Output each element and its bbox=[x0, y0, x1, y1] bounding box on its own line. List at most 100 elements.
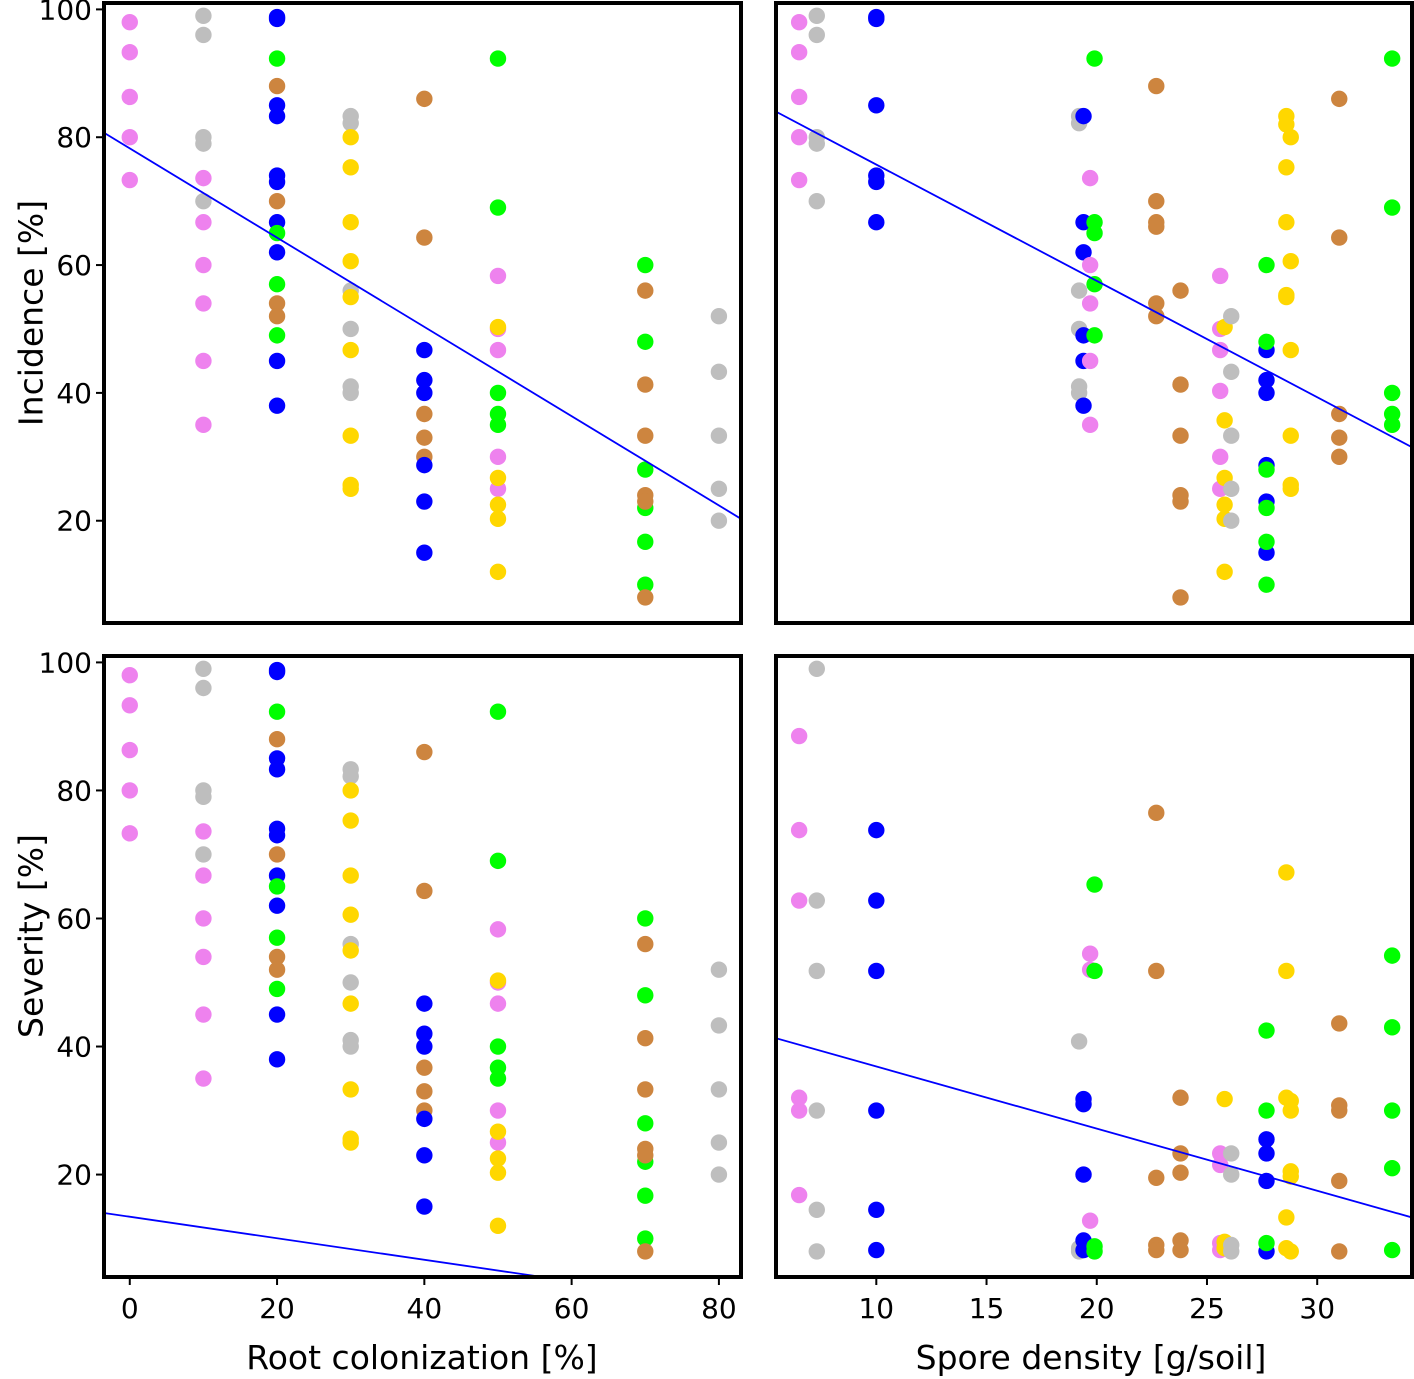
data-point bbox=[489, 1164, 507, 1181]
plot-frame bbox=[774, 1, 1414, 625]
data-point bbox=[1331, 429, 1348, 446]
data-point bbox=[489, 199, 507, 216]
data-point bbox=[1216, 412, 1233, 429]
data-point bbox=[1081, 1212, 1099, 1229]
x-axis-title: Spore density [g/soil] bbox=[916, 1338, 1267, 1377]
data-point bbox=[1258, 461, 1275, 478]
data-point bbox=[1148, 192, 1165, 210]
data-point bbox=[1282, 341, 1299, 359]
data-point bbox=[416, 1147, 433, 1164]
data-point bbox=[1081, 295, 1099, 312]
data-point bbox=[710, 427, 728, 444]
data-point bbox=[121, 697, 138, 714]
data-point bbox=[268, 50, 286, 67]
data-point bbox=[1383, 1102, 1401, 1119]
data-point bbox=[342, 253, 359, 270]
data-point bbox=[790, 171, 808, 189]
data-point bbox=[1331, 1102, 1348, 1119]
data-point bbox=[1081, 945, 1099, 962]
data-point bbox=[790, 1102, 808, 1119]
data-point bbox=[416, 1025, 433, 1042]
regression-line bbox=[776, 110, 1412, 449]
data-point bbox=[808, 1243, 825, 1260]
data-point bbox=[1258, 371, 1275, 389]
data-point bbox=[416, 90, 433, 108]
data-point bbox=[637, 1147, 654, 1164]
plot-area bbox=[776, 660, 1412, 1260]
y-tick-label: 60 bbox=[56, 249, 92, 282]
data-point bbox=[1331, 90, 1348, 108]
data-point bbox=[489, 448, 507, 466]
data-point bbox=[1282, 129, 1299, 146]
data-point bbox=[1172, 376, 1189, 393]
data-point bbox=[1223, 1243, 1240, 1260]
y-tick-label: 100 bbox=[39, 0, 92, 26]
data-point bbox=[195, 7, 212, 24]
data-point bbox=[808, 660, 825, 678]
data-point bbox=[637, 461, 654, 478]
data-point bbox=[489, 703, 507, 720]
data-point bbox=[868, 214, 885, 231]
data-point bbox=[1383, 947, 1401, 964]
data-point bbox=[416, 384, 433, 402]
data-point bbox=[342, 480, 359, 497]
data-point bbox=[1223, 512, 1240, 529]
data-point bbox=[195, 169, 212, 187]
data-point bbox=[1223, 427, 1240, 444]
data-point bbox=[121, 88, 138, 106]
data-point bbox=[489, 1038, 507, 1055]
data-point bbox=[1223, 1166, 1240, 1183]
regression-line bbox=[104, 1212, 543, 1277]
data-point bbox=[121, 667, 138, 684]
data-point bbox=[489, 563, 507, 581]
x-tick-label: 30 bbox=[1299, 1292, 1335, 1325]
data-point bbox=[489, 972, 507, 989]
data-point bbox=[416, 429, 433, 446]
regression-line bbox=[104, 131, 741, 520]
data-point bbox=[868, 10, 885, 28]
data-point bbox=[637, 1230, 654, 1247]
data-point bbox=[1086, 224, 1103, 242]
data-point bbox=[342, 214, 359, 231]
data-point bbox=[637, 589, 654, 606]
data-point bbox=[1148, 1169, 1165, 1186]
data-point bbox=[416, 1198, 433, 1215]
data-point bbox=[710, 1134, 728, 1151]
data-point bbox=[637, 1115, 654, 1132]
data-point bbox=[1258, 1131, 1275, 1148]
x-tick-label: 25 bbox=[1189, 1292, 1225, 1325]
data-point bbox=[1383, 416, 1401, 434]
data-point bbox=[1331, 1172, 1348, 1190]
data-point bbox=[342, 159, 359, 176]
data-point bbox=[489, 469, 507, 487]
data-point bbox=[1278, 288, 1295, 306]
data-point bbox=[416, 544, 433, 561]
y-tick-label: 40 bbox=[56, 377, 92, 410]
data-point bbox=[1148, 962, 1165, 980]
data-point bbox=[1278, 159, 1295, 176]
data-point bbox=[489, 267, 507, 285]
data-point bbox=[195, 910, 212, 927]
data-point bbox=[1278, 962, 1295, 980]
data-point bbox=[637, 376, 654, 393]
data-point bbox=[489, 1217, 507, 1234]
data-point bbox=[637, 987, 654, 1004]
data-point bbox=[1212, 1156, 1229, 1174]
data-point bbox=[489, 921, 507, 938]
data-point bbox=[1216, 1090, 1233, 1108]
data-point bbox=[1278, 116, 1295, 133]
data-point bbox=[195, 295, 212, 312]
data-point bbox=[121, 129, 138, 146]
data-point bbox=[268, 327, 286, 344]
data-point bbox=[808, 1201, 825, 1218]
data-point bbox=[489, 995, 507, 1012]
data-point bbox=[1172, 1145, 1189, 1162]
data-point bbox=[416, 1110, 433, 1128]
data-point bbox=[1282, 1168, 1299, 1185]
data-point bbox=[790, 727, 808, 745]
data-point bbox=[808, 892, 825, 909]
data-point bbox=[489, 384, 507, 402]
data-point bbox=[489, 50, 507, 67]
data-point bbox=[710, 512, 728, 529]
